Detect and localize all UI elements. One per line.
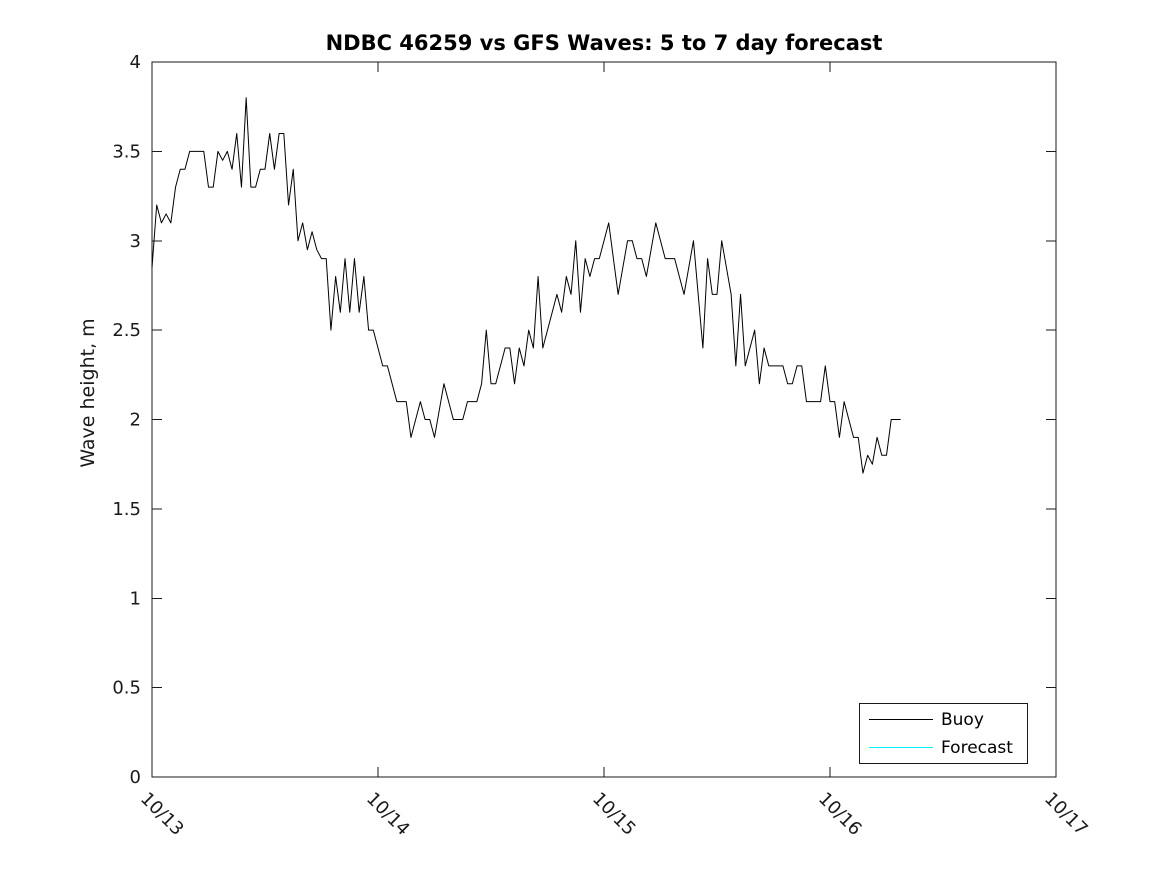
series-line-buoy xyxy=(151,97,901,474)
y-tick-label: 2 xyxy=(130,410,141,431)
x-tick-label: 10/17 xyxy=(1040,788,1092,840)
y-tick-label: 1 xyxy=(130,588,141,609)
buoy-line-swatch xyxy=(869,719,933,720)
x-tick-label: 10/16 xyxy=(814,788,866,840)
legend-label-buoy: Buoy xyxy=(941,709,984,730)
x-tick-label: 10/13 xyxy=(136,788,188,840)
y-tick-label: 1.5 xyxy=(112,499,141,520)
x-tick-label: 10/15 xyxy=(588,788,640,840)
y-tick-label: 3.5 xyxy=(112,141,141,162)
y-tick-label: 2.5 xyxy=(112,320,141,341)
axes-box xyxy=(151,61,1057,778)
y-tick-label: 0 xyxy=(130,767,141,788)
y-tick-label: 0.5 xyxy=(112,678,141,699)
x-tick-label: 10/14 xyxy=(362,788,414,840)
y-tick-label: 3 xyxy=(130,231,141,252)
legend-label-forecast: Forecast xyxy=(941,737,1013,758)
forecast-line-swatch xyxy=(869,747,933,748)
legend: Buoy Forecast xyxy=(859,703,1028,764)
legend-item-buoy: Buoy xyxy=(860,706,1027,734)
y-tick-label: 4 xyxy=(130,52,141,73)
chart-title: NDBC 46259 vs GFS Waves: 5 to 7 day fore… xyxy=(325,31,883,55)
legend-item-forecast: Forecast xyxy=(860,734,1027,762)
